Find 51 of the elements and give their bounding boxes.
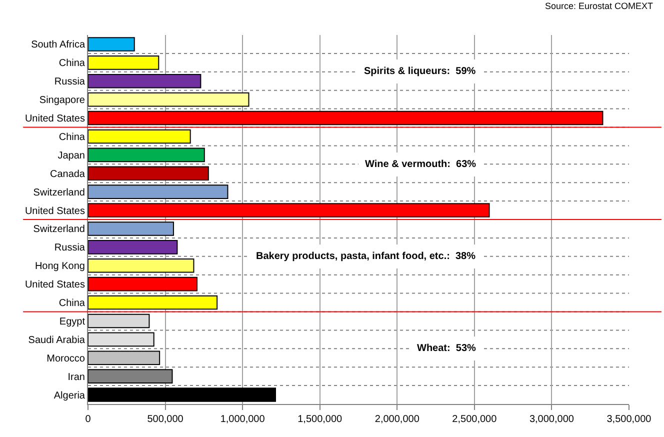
annotation: Wine & vermouth: 63% xyxy=(365,159,476,170)
annotation: Wheat: 53% xyxy=(417,343,476,354)
bar xyxy=(88,314,150,328)
y-tick-label: Canada xyxy=(50,168,86,180)
y-tick-label: United States xyxy=(24,206,85,217)
y-tick-label: Switzerland xyxy=(33,224,85,236)
annotation: Spirits & liqueurs: 59% xyxy=(364,66,476,77)
bar xyxy=(88,92,250,107)
y-tick-label: Singapore xyxy=(39,95,86,106)
x-tick-label: 3,000,000 xyxy=(529,414,574,425)
bar xyxy=(88,222,174,236)
bar xyxy=(88,350,160,366)
bar xyxy=(88,129,191,144)
x-tick-label: 1,000,000 xyxy=(220,414,266,425)
y-tick-label: China xyxy=(58,132,86,143)
bar xyxy=(88,56,160,70)
y-tick-label: Hong Kong xyxy=(34,261,85,272)
y-tick-label: Iran xyxy=(68,372,85,383)
y-tick-label: China xyxy=(58,298,86,310)
y-tick-label: Russia xyxy=(54,76,86,88)
bar xyxy=(88,148,205,162)
y-tick-label: Russia xyxy=(54,242,86,254)
bar xyxy=(88,184,228,199)
y-tick-label: South Africa xyxy=(31,40,86,51)
x-tick-label: 2,500,000 xyxy=(452,414,498,425)
source-note: Source: Eurostat COMEXT xyxy=(545,1,654,11)
x-tick-label: 0 xyxy=(85,414,92,425)
y-tick-label: Saudi Arabia xyxy=(28,334,86,346)
x-tick-label: 500,000 xyxy=(147,414,184,425)
bar xyxy=(88,276,198,292)
y-tick-label: Algeria xyxy=(54,390,86,402)
bar xyxy=(88,388,276,402)
x-tick-label: 3,500,000 xyxy=(606,414,652,425)
bar xyxy=(88,332,154,347)
bar xyxy=(88,166,209,181)
bar xyxy=(88,37,135,52)
y-tick-label: United States xyxy=(24,114,85,125)
x-tick-label: 2,000,000 xyxy=(374,414,420,425)
y-tick-label: Japan xyxy=(58,150,85,162)
bar xyxy=(88,258,194,273)
bar xyxy=(88,240,178,254)
bar xyxy=(88,74,202,88)
annotation: Bakery products, pasta, infant food, etc.: 38% xyxy=(256,251,476,262)
y-tick-label: Switzerland xyxy=(33,187,85,198)
y-tick-label: China xyxy=(58,58,86,70)
x-tick-label: 1,500,000 xyxy=(298,414,343,425)
y-tick-label: Egypt xyxy=(59,316,86,328)
y-tick-label: United States xyxy=(24,280,85,291)
bar xyxy=(88,295,218,310)
bar xyxy=(88,110,604,126)
y-tick-label: Morocco xyxy=(46,353,86,364)
